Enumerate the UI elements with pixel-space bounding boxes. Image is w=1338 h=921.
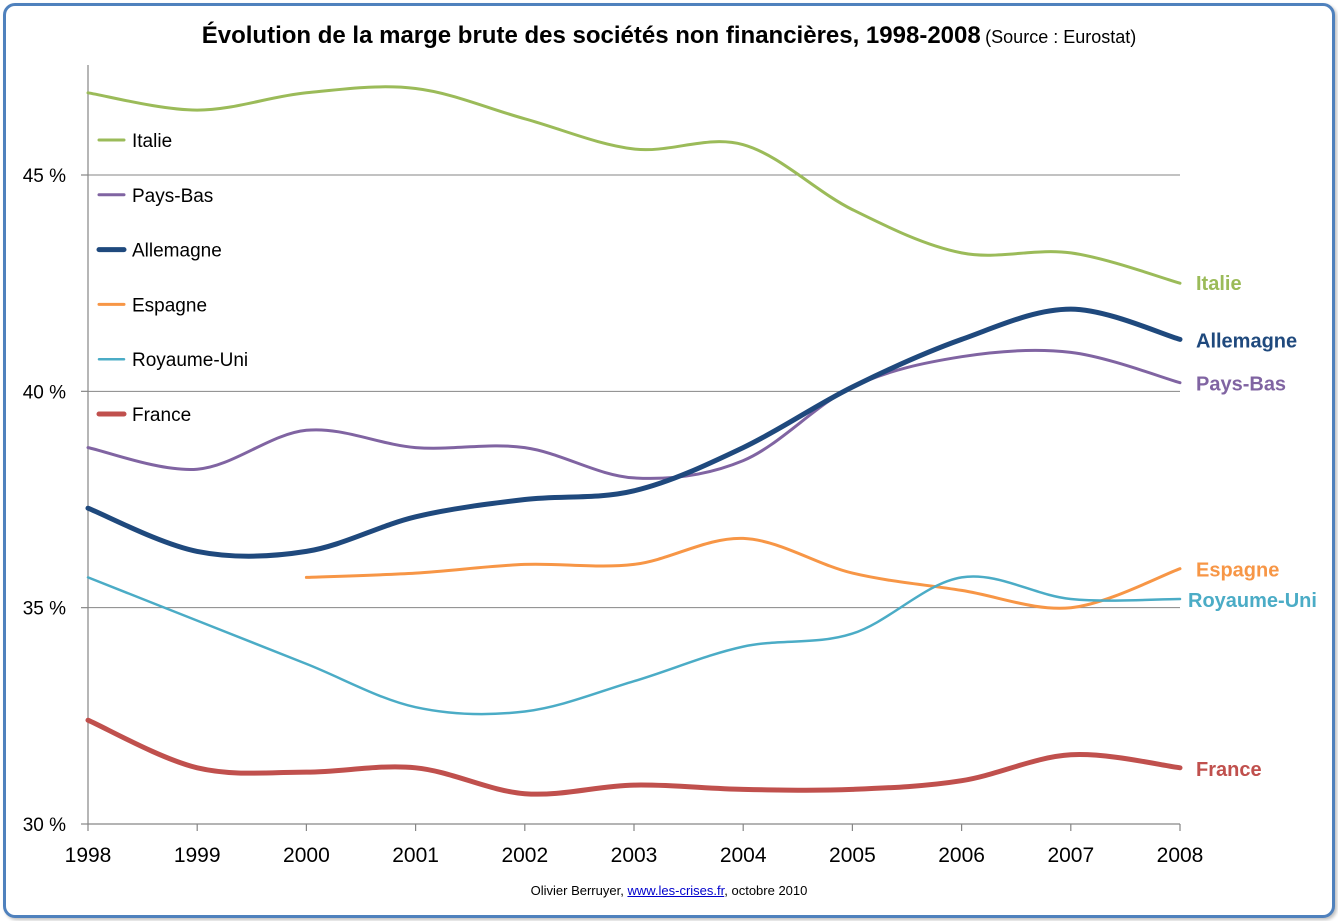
x-tick-label: 2005	[829, 844, 876, 867]
series-lines	[85, 85, 1183, 797]
y-tick-label: 45 %	[23, 166, 66, 187]
footer-author: Olivier Berruyer,	[530, 883, 624, 898]
series-line-royaume-uni	[86, 575, 1182, 716]
chart-title-block: Évolution de la marge brute des sociétés…	[0, 22, 1338, 50]
axes	[81, 65, 1181, 831]
end-label: France	[1196, 759, 1262, 781]
footer: Olivier Berruyer, www.les-crises.fr, oct…	[0, 883, 1338, 898]
x-tick-label: 2002	[501, 844, 548, 867]
x-tick-label: 2007	[1047, 844, 1094, 867]
footer-suffix: , octobre 2010	[724, 883, 808, 898]
series-line-france	[85, 717, 1183, 797]
end-label: Espagne	[1196, 560, 1279, 582]
legend-label: Italie	[132, 131, 172, 152]
y-tick-label: 30 %	[23, 815, 66, 836]
legend-label: Espagne	[132, 295, 207, 316]
gridlines	[88, 174, 1180, 609]
x-tick-label: 2003	[611, 844, 658, 867]
x-tick-label: 2006	[938, 844, 985, 867]
y-tick-label: 40 %	[23, 382, 66, 403]
end-label: Pays-Bas	[1196, 374, 1286, 396]
x-tick-label: 2001	[392, 844, 439, 867]
x-tick-label: 2004	[720, 844, 767, 867]
footer-link[interactable]: www.les-crises.fr	[627, 883, 725, 898]
series-line-pays-bas	[86, 348, 1182, 480]
x-tick-labels: 1998 1999 2000 2001 2002 2003 2004 2005 2006 2007…	[65, 844, 1204, 867]
x-tick-label: 1998	[65, 844, 112, 867]
legend-label: France	[132, 405, 191, 426]
legend-label: Pays-Bas	[132, 186, 213, 207]
x-tick-label: 2000	[283, 844, 330, 867]
x-tick-label: 1999	[174, 844, 221, 867]
end-labels: Italie Allemagne Pays-Bas Espagne Royaume-Un…	[1188, 273, 1317, 781]
series-line-espagne	[304, 536, 1182, 610]
y-tick-labels: 30 % 35 % 40 % 45 %	[23, 166, 66, 836]
chart-title: Évolution de la marge brute des sociétés…	[201, 22, 981, 49]
chart-frame	[3, 3, 1335, 918]
end-label: Italie	[1196, 273, 1242, 295]
legend-label: Allemagne	[132, 241, 222, 262]
end-label: Allemagne	[1196, 330, 1297, 352]
legend: Italie Pays-Bas Allemagne Espagne Royaume-Un…	[96, 131, 248, 426]
chart-subtitle: (Source : Eurostat)	[985, 27, 1137, 47]
series-line-italie	[86, 85, 1182, 285]
end-label: Royaume-Uni	[1188, 590, 1317, 612]
y-tick-label: 35 %	[23, 599, 66, 620]
series-line-allemagne	[85, 306, 1183, 559]
x-tick-label: 2008	[1157, 844, 1204, 867]
legend-label: Royaume-Uni	[132, 350, 248, 371]
